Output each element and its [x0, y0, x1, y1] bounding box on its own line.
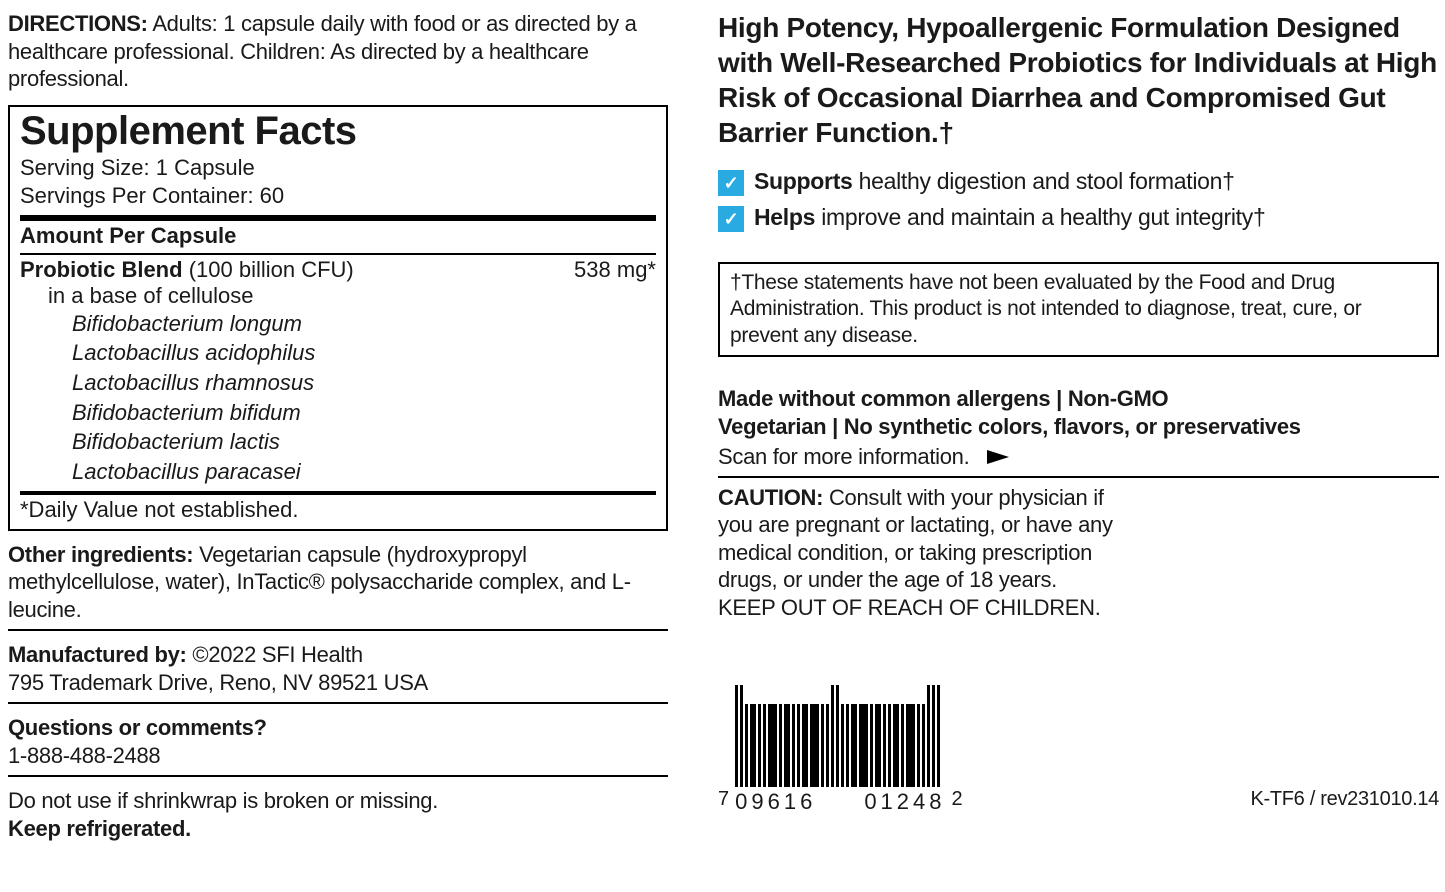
divider: [20, 253, 656, 255]
benefits-list: ✓Supports healthy digestion and stool fo…: [718, 168, 1439, 232]
barcode-left-digit: 7: [718, 788, 729, 815]
supplement-facts-panel: Supplement Facts Serving Size: 1 Capsule…: [8, 105, 668, 531]
divider: [8, 629, 668, 631]
barcode-group-1: 09616: [735, 789, 816, 815]
divider: [8, 775, 668, 777]
manufactured-by: Manufactured by: ©2022 SFI Health 795 Tr…: [8, 641, 668, 696]
strain-item: Lactobacillus paracasei: [20, 457, 656, 487]
revision-code: K-TF6 / rev231010.14: [1250, 788, 1439, 815]
daily-value-note: *Daily Value not established.: [20, 497, 656, 523]
strain-item: Lactobacillus acidophilus: [20, 338, 656, 368]
directions-label: DIRECTIONS:: [8, 11, 148, 36]
check-icon: ✓: [718, 170, 744, 196]
amount-per-capsule-header: Amount Per Capsule: [20, 223, 656, 249]
scan-line: Scan for more information.: [718, 444, 1439, 470]
benefit-row: ✓Helps improve and maintain a healthy gu…: [718, 204, 1439, 232]
divider: [8, 702, 668, 704]
barcode-bars: [735, 685, 945, 787]
arrow-icon: [987, 450, 1009, 464]
strain-item: Bifidobacterium lactis: [20, 427, 656, 457]
allergen-line-2: Vegetarian | No synthetic colors, flavor…: [718, 413, 1439, 442]
blend-cfu: (100 billion CFU): [189, 257, 354, 282]
divider: [718, 476, 1439, 478]
blend-amount: 538 mg*: [574, 257, 656, 283]
divider: [20, 215, 656, 221]
product-headline: High Potency, Hypoallergenic Formulation…: [718, 10, 1439, 150]
base-text: in a base of cellulose: [20, 283, 656, 309]
benefit-row: ✓Supports healthy digestion and stool fo…: [718, 168, 1439, 196]
phone-number: 1-888-488-2488: [8, 743, 160, 768]
allergen-line-1: Made without common allergens | Non-GMO: [718, 385, 1439, 414]
storage-block: Do not use if shrinkwrap is broken or mi…: [8, 787, 668, 842]
fda-disclaimer: †These statements have not been evaluate…: [718, 262, 1439, 357]
blend-name: Probiotic Blend: [20, 257, 183, 282]
strain-item: Bifidobacterium longum: [20, 309, 656, 339]
serving-size: Serving Size: 1 Capsule: [20, 154, 656, 183]
check-icon: ✓: [718, 206, 744, 232]
facts-title: Supplement Facts: [20, 107, 656, 154]
divider: [20, 491, 656, 495]
servings-per-container: Servings Per Container: 60: [20, 182, 656, 211]
barcode-area: 7 09616 01248 2 K-TF6 / rev231010.14: [718, 685, 1439, 815]
barcode-right-digit: 2: [952, 788, 963, 815]
probiotic-blend-row: Probiotic Blend (100 billion CFU) 538 mg…: [20, 257, 656, 283]
strain-list: Bifidobacterium longumLactobacillus acid…: [20, 309, 656, 487]
caution-block: CAUTION: Consult with your physician if …: [718, 484, 1118, 622]
strain-item: Lactobacillus rhamnosus: [20, 368, 656, 398]
directions-text: DIRECTIONS: Adults: 1 capsule daily with…: [8, 10, 668, 93]
other-ingredients: Other ingredients: Vegetarian capsule (h…: [8, 541, 668, 624]
questions-block: Questions or comments? 1-888-488-2488: [8, 714, 668, 769]
barcode-group-2: 01248: [864, 789, 945, 815]
strain-item: Bifidobacterium bifidum: [20, 398, 656, 428]
